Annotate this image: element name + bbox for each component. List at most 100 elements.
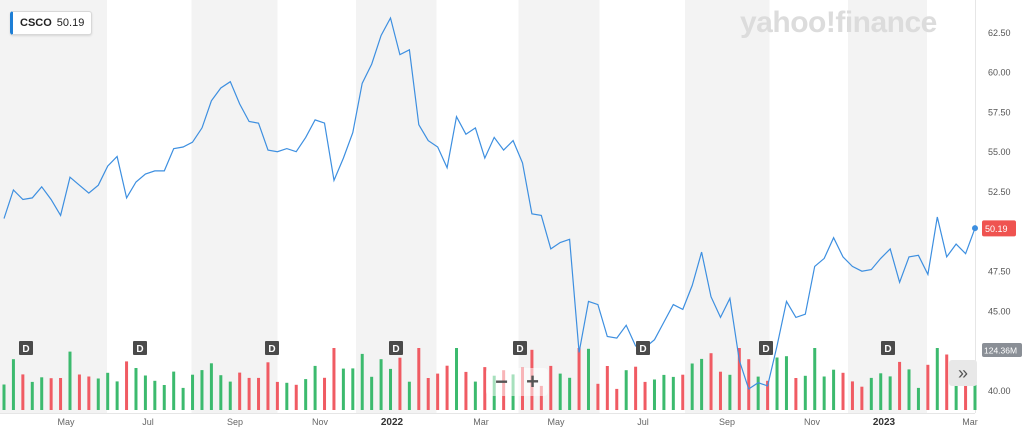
volume-bar (681, 374, 685, 410)
volume-bar (417, 348, 421, 410)
volume-bar (775, 357, 779, 410)
volume-bar (191, 374, 195, 410)
y-axis: 62.5060.0057.5055.0052.5050.0047.5045.00… (988, 28, 1011, 396)
volume-bar (200, 370, 204, 410)
zoom-out-button[interactable]: − (495, 369, 508, 394)
volume-bar (568, 377, 572, 410)
dividend-marker: D (636, 341, 650, 355)
volume-bar (473, 381, 477, 410)
volume-bar (888, 376, 892, 410)
x-tick-label: 2022 (381, 417, 404, 428)
volume-bar (407, 381, 411, 410)
volume-bar (784, 356, 788, 410)
volume-bar (577, 348, 581, 410)
volume-bar (77, 374, 81, 410)
svg-text:D: D (639, 344, 646, 355)
price-tag (982, 220, 1016, 237)
volume-bar (935, 348, 939, 410)
dividend-marker: D (133, 341, 147, 355)
price-tag-label: 50.19 (985, 224, 1008, 234)
volume-bar (49, 378, 53, 410)
volume-bar (964, 379, 968, 410)
volume-bar (832, 369, 836, 410)
scroll-right-button[interactable]: » (949, 360, 977, 386)
volume-bar (558, 373, 562, 410)
volume-bar (370, 376, 374, 410)
volume-bar (747, 359, 751, 410)
svg-text:D: D (22, 344, 29, 355)
volume-bar (643, 381, 647, 410)
volume-bar (294, 384, 298, 410)
volume-bar (718, 371, 722, 410)
ticker-symbol: CSCO (20, 17, 52, 29)
dividend-marker: D (881, 341, 895, 355)
svg-text:D: D (762, 344, 769, 355)
zoom-in-button[interactable]: + (526, 369, 539, 394)
x-axis: May Jul Sep Nov 2022 Mar May Jul Sep Nov 2023 Mar (57, 417, 977, 428)
volume-bar (973, 370, 977, 410)
x-tick-label: Mar (962, 417, 978, 427)
volume-bar (954, 375, 958, 410)
volume-bar (766, 380, 770, 410)
volume-bar (850, 381, 854, 410)
volume-bar (389, 368, 393, 410)
month-band (0, 0, 107, 413)
month-band (518, 0, 600, 413)
volume-bar (238, 372, 242, 410)
x-tick-label: 2023 (873, 417, 896, 428)
volume-bar (209, 363, 213, 410)
y-tick-label: 60.00 (988, 68, 1011, 78)
volume-bar (605, 366, 609, 410)
volume-bar (398, 357, 402, 410)
y-tick-label: 45.00 (988, 307, 1011, 317)
volume-bar (464, 371, 468, 410)
volume-bar (709, 353, 713, 410)
x-tick-label: Jul (637, 417, 649, 427)
volume-bar (68, 351, 72, 410)
volume-bar (841, 372, 845, 410)
volume-bar (2, 384, 6, 410)
volume-bar (115, 381, 119, 410)
volume-bar (690, 363, 694, 410)
volume-bar (106, 372, 110, 410)
volume-bar (426, 378, 430, 410)
x-tick-label: Nov (312, 417, 329, 427)
volume-bar (898, 361, 902, 410)
volume-bar (700, 358, 704, 410)
volume-bar (21, 374, 25, 410)
x-tick-label: Sep (227, 417, 243, 427)
volume-bar (143, 375, 147, 410)
volume-bar (813, 348, 817, 410)
svg-text:D: D (392, 344, 399, 355)
y-tick-label: 62.50 (988, 28, 1011, 38)
volume-bar (539, 385, 543, 410)
volume-bar (40, 377, 44, 410)
volume-bar (445, 365, 449, 410)
volume-bar (351, 368, 355, 410)
svg-text:D: D (884, 344, 891, 355)
volume-bar (257, 377, 261, 410)
x-tick-label: May (547, 417, 565, 427)
last-price-point (972, 225, 978, 232)
dividend-marker: D (389, 341, 403, 355)
y-tick-label: 52.50 (988, 187, 1011, 197)
ticker-badge[interactable]: CSCO 50.19 (10, 11, 93, 35)
volume-bar (794, 378, 798, 410)
month-bands (0, 0, 927, 413)
volume-bar (662, 374, 666, 410)
volume-bar (304, 379, 308, 410)
volume-bar (285, 382, 289, 410)
volume-bar (153, 380, 157, 410)
volume-bar (125, 361, 129, 410)
y-tick-label: 40.00 (988, 386, 1011, 396)
volume-bar (228, 381, 232, 410)
y-tick-label: 57.50 (988, 107, 1011, 117)
volume-bar (615, 388, 619, 410)
month-band (191, 0, 278, 413)
volume-bar (172, 371, 176, 410)
volume-bar (181, 387, 185, 410)
volume-bar (945, 354, 949, 410)
volume-bar (96, 378, 100, 410)
volume-bar (59, 378, 63, 410)
